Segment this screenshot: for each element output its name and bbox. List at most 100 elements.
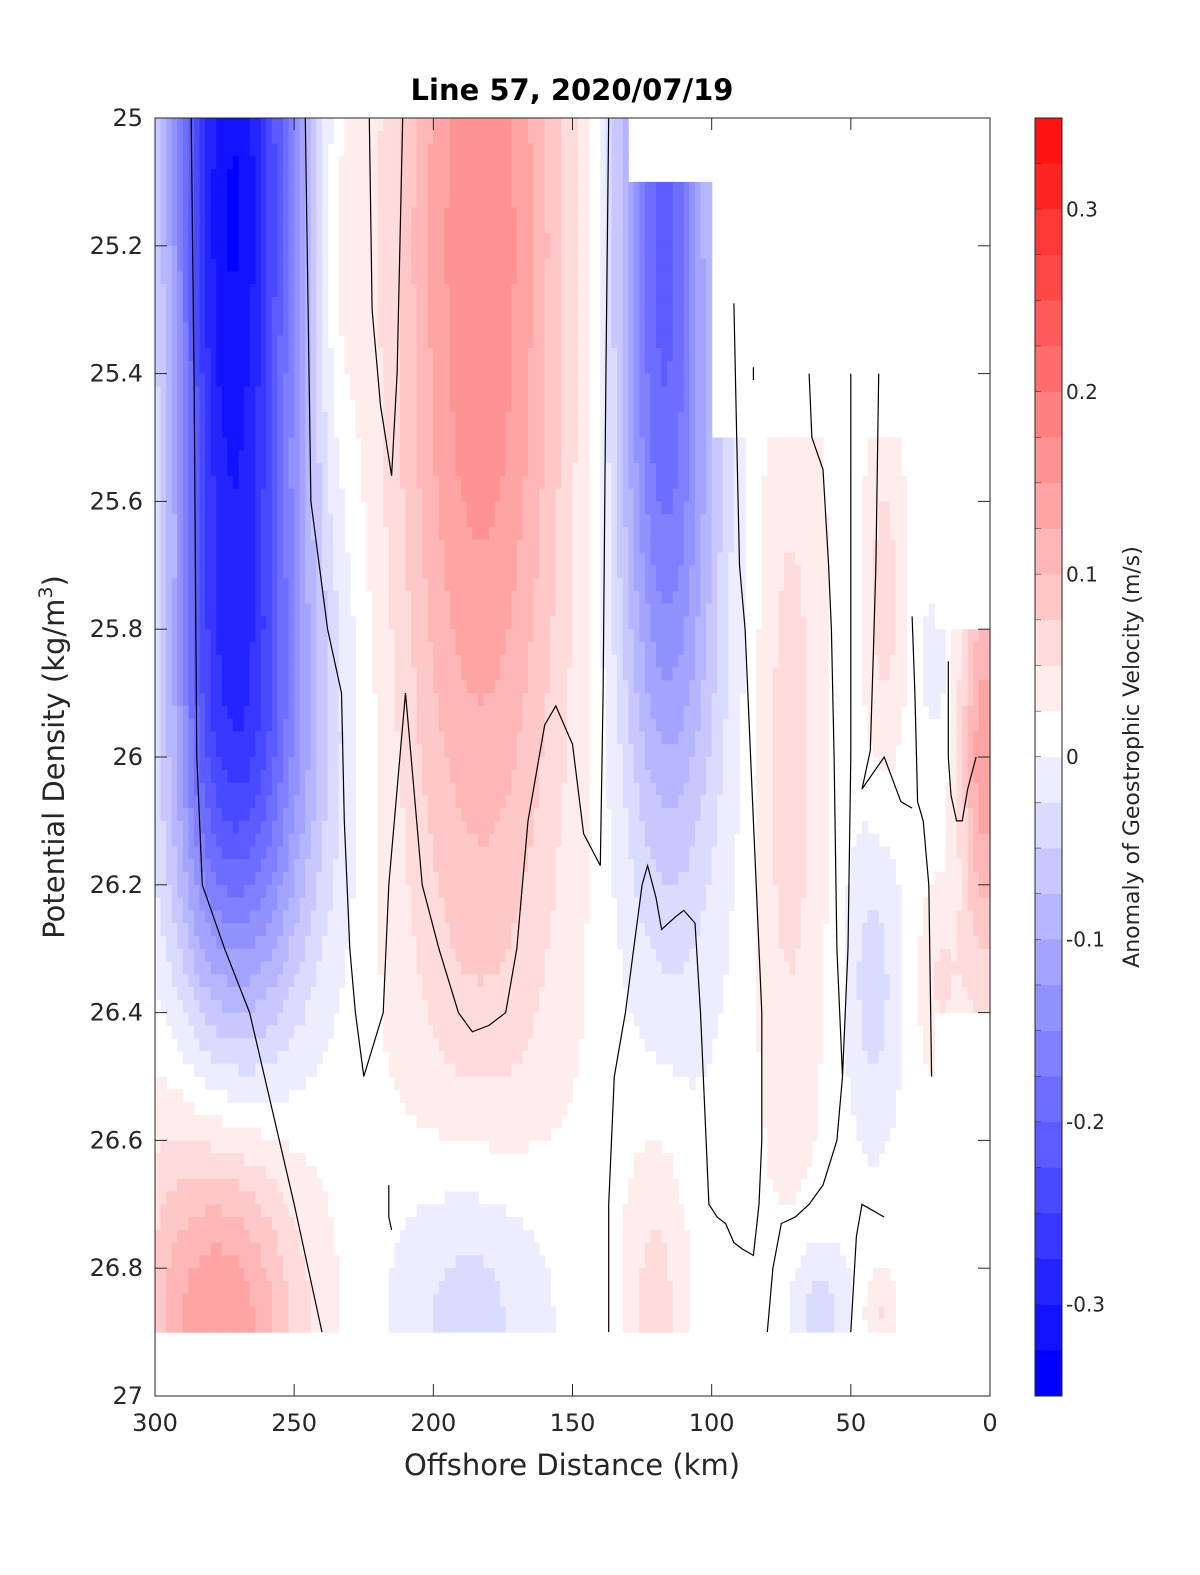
field-cell [199,424,206,439]
field-cell [227,348,234,362]
field-cell [383,654,390,669]
field-cell [249,744,256,758]
field-cell [199,820,206,835]
field-cell [322,629,329,643]
field-cell [472,169,479,183]
field-cell [433,769,440,784]
field-cell [205,935,212,950]
field-cell [416,233,423,247]
field-cell [349,130,356,145]
field-cell [377,910,384,924]
field-cell [394,1293,401,1308]
field-cell [205,424,212,439]
field-cell [194,169,201,183]
field-cell [283,437,290,451]
field-cell [182,1140,189,1154]
field-cell [377,539,384,554]
field-cell [466,1229,473,1244]
field-cell [322,169,329,183]
field-cell [155,296,162,311]
field-cell [216,642,223,656]
field-cell [411,463,418,477]
field-cell [427,642,434,656]
field-cell [155,1089,162,1103]
field-cell [155,284,162,298]
field-cell [182,910,189,924]
field-cell [182,846,189,860]
field-cell [221,795,228,809]
field-cell [188,1178,195,1193]
field-cell [344,360,351,375]
field-cell [338,884,345,899]
field-cell [160,1153,167,1167]
field-cell [388,629,395,643]
field-cell [305,1268,312,1282]
field-cell [266,923,273,937]
field-cell [216,884,223,899]
field-cell [327,118,334,132]
field-cell [288,590,295,605]
field-cell [221,999,228,1014]
field-cell [160,424,167,439]
field-cell [333,565,340,579]
field-cell [416,309,423,324]
field-cell [238,757,245,771]
field-cell [450,1076,457,1090]
field-cell [422,1114,429,1129]
field-cell [405,642,412,656]
field-cell [477,884,485,899]
field-cell [255,488,262,502]
field-cell [333,1306,340,1320]
field-cell [444,590,451,605]
field-cell [166,757,173,771]
field-cell [455,590,462,605]
field-cell [283,411,290,426]
field-cell [316,731,323,745]
field-cell [427,194,434,209]
field-cell [255,118,262,132]
field-cell [349,744,356,758]
field-cell [422,1281,429,1295]
field-cell [455,233,462,247]
field-cell [271,463,279,477]
field-cell [372,501,379,515]
field-cell [294,322,301,336]
field-cell [450,118,457,132]
field-cell [249,948,256,963]
field-cell [155,1268,162,1282]
field-cell [255,590,262,605]
field-cell [221,386,228,400]
field-cell [294,590,301,605]
field-cell [232,463,240,477]
field-cell [310,629,318,643]
field-cell [155,501,162,515]
field-cell [344,348,351,362]
field-cell [171,565,178,579]
field-cell [277,1217,284,1231]
field-cell [455,795,462,809]
field-cell [232,795,240,809]
field-cell [271,1076,279,1090]
field-cell [383,475,390,490]
field-cell [322,820,329,835]
field-cell [372,194,379,209]
field-cell [232,450,240,464]
field-cell [210,629,217,643]
field-cell [283,118,290,132]
field-cell [182,667,189,681]
field-cell [444,1114,451,1129]
field-cell [466,399,473,413]
field-cell [338,961,345,975]
field-cell [160,181,167,196]
field-cell [283,322,290,336]
field-cell [271,846,279,860]
field-cell [205,757,212,771]
field-cell [483,233,490,247]
field-cell [221,961,228,975]
field-cell [221,1153,228,1167]
field-cell [444,948,451,963]
field-cell [383,207,390,221]
field-cell [288,322,295,336]
field-cell [277,335,284,349]
field-cell [182,795,189,809]
